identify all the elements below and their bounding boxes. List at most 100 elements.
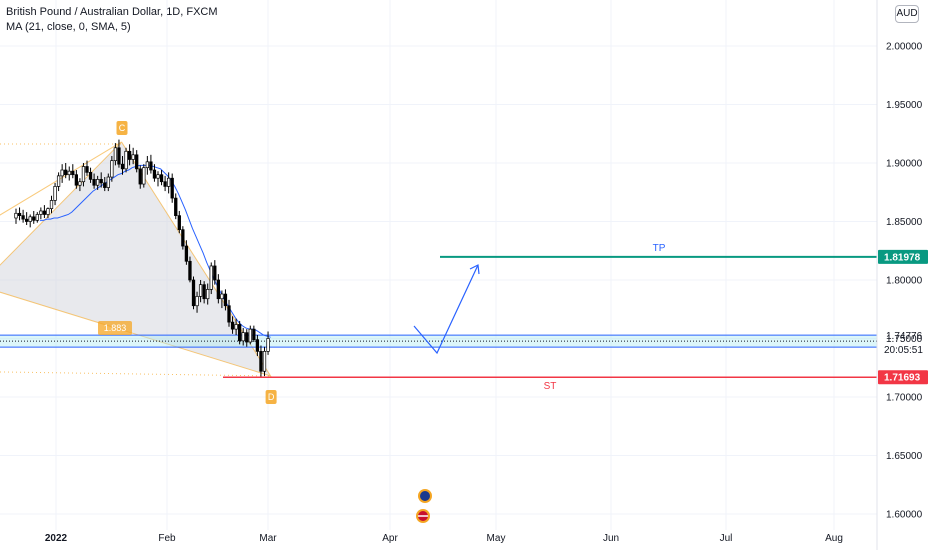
ma-line (39, 164, 271, 338)
currency-badge[interactable]: AUD (895, 5, 919, 23)
candle-body (117, 147, 121, 165)
candle-body (188, 260, 192, 281)
candle-body (28, 216, 32, 222)
y-tick-label: 1.85000 (886, 217, 923, 228)
candle-body (78, 181, 82, 186)
candle-body (42, 210, 47, 215)
y-tick-label: 1.65000 (886, 451, 923, 462)
candle-body (252, 328, 256, 341)
candle-body (85, 166, 89, 173)
candle-body (145, 161, 150, 169)
candle-body (71, 170, 75, 176)
ratio-label: 1.883 (104, 323, 127, 333)
candle-body (142, 167, 146, 185)
x-tick-label: 2022 (45, 533, 68, 544)
current-price-text: 1.74776 (886, 331, 923, 342)
candle-body (238, 324, 242, 342)
y-tick-label: 1.70000 (886, 393, 923, 404)
candle-body (198, 284, 203, 297)
candle-body (39, 210, 43, 215)
projection-arrow[interactable] (413, 264, 479, 355)
candle-body (167, 177, 171, 187)
candle-body (113, 147, 118, 162)
x-tick-label: Aug (825, 533, 843, 544)
candle-body (234, 324, 238, 330)
y-tick-label: 1.75000 (886, 334, 923, 345)
candle-body (95, 179, 100, 186)
candle-body (181, 229, 185, 247)
candle-body (255, 339, 260, 352)
candle-body (131, 154, 135, 160)
arrow-head-icon (469, 264, 480, 275)
candle-body (32, 216, 36, 221)
x-tick-label: Apr (382, 533, 398, 544)
candle-body (220, 293, 224, 300)
point-d-label: D (268, 392, 275, 402)
point-c-label: C (119, 123, 126, 133)
candle-body (248, 328, 252, 343)
candle-body (227, 305, 231, 323)
x-tick-label: Jul (720, 533, 733, 544)
countdown-text: 20:05:51 (884, 345, 923, 356)
candle-body (152, 169, 157, 179)
tp-price-tag (878, 249, 928, 264)
candle-body (120, 163, 125, 170)
candle-body (209, 265, 213, 290)
candle-body (174, 197, 178, 217)
candle-body (184, 245, 189, 262)
candle-body (53, 186, 57, 201)
event-markers[interactable] (416, 489, 432, 523)
candle-body (110, 160, 114, 178)
candle-body (213, 265, 217, 281)
indicator-legend[interactable]: MA (21, close, 0, SMA, 5) (6, 21, 131, 33)
x-tick-label: Feb (158, 533, 176, 544)
current-price-band[interactable] (0, 334, 877, 348)
candle-body (99, 179, 103, 184)
candle-body (92, 179, 96, 186)
candle-body (74, 174, 79, 186)
candle-body (21, 215, 25, 220)
candle-body (195, 296, 199, 307)
candle-body (67, 170, 71, 176)
candle-body (88, 172, 93, 180)
candle-body (206, 289, 210, 300)
point-c-badge (116, 121, 128, 135)
candle-body (135, 154, 139, 170)
pattern-fill (0, 141, 271, 376)
candle-body (127, 150, 132, 160)
candle-body (60, 169, 64, 177)
candle-body (259, 351, 263, 372)
candle-body (191, 279, 196, 307)
time-axis[interactable]: 2022 Feb Mar Apr May Jun Jul Aug (45, 533, 843, 544)
tp-price-tag-text: 1.81978 (884, 252, 921, 263)
st-price-tag (878, 370, 928, 385)
st-label: ST (544, 381, 557, 392)
x-tick-label: May (487, 533, 506, 544)
candle-body (170, 177, 174, 199)
x-tick-label: Mar (259, 533, 277, 544)
candle-body (202, 284, 206, 300)
trade-levels[interactable]: TP ST (223, 243, 877, 392)
y-tick-label: 1.80000 (886, 276, 923, 287)
st-price-tag-text: 1.71693 (884, 373, 921, 384)
candle-body (64, 169, 68, 176)
tp-label: TP (653, 243, 666, 254)
candle-body (177, 215, 181, 231)
candle-body (81, 166, 86, 183)
symbol-title[interactable]: British Pound / Australian Dollar, 1D, F… (6, 6, 218, 18)
candle-body (163, 181, 167, 187)
candle-body (17, 212, 22, 216)
price-axis[interactable]: 1.60000 1.65000 1.70000 1.75000 1.80000 1.850… (876, 0, 923, 550)
candle-body (49, 200, 54, 209)
candle-body (138, 168, 142, 185)
d-level-dotted-line (0, 371, 271, 377)
x-tick-label: Jun (603, 533, 619, 544)
candle-body (156, 174, 160, 179)
candle-body (245, 332, 249, 343)
candles (14, 139, 270, 378)
candle-body (159, 174, 164, 183)
y-tick-label: 1.90000 (886, 159, 923, 170)
candle-body (25, 218, 29, 222)
pattern-labels: C D 1.883 (98, 121, 277, 404)
